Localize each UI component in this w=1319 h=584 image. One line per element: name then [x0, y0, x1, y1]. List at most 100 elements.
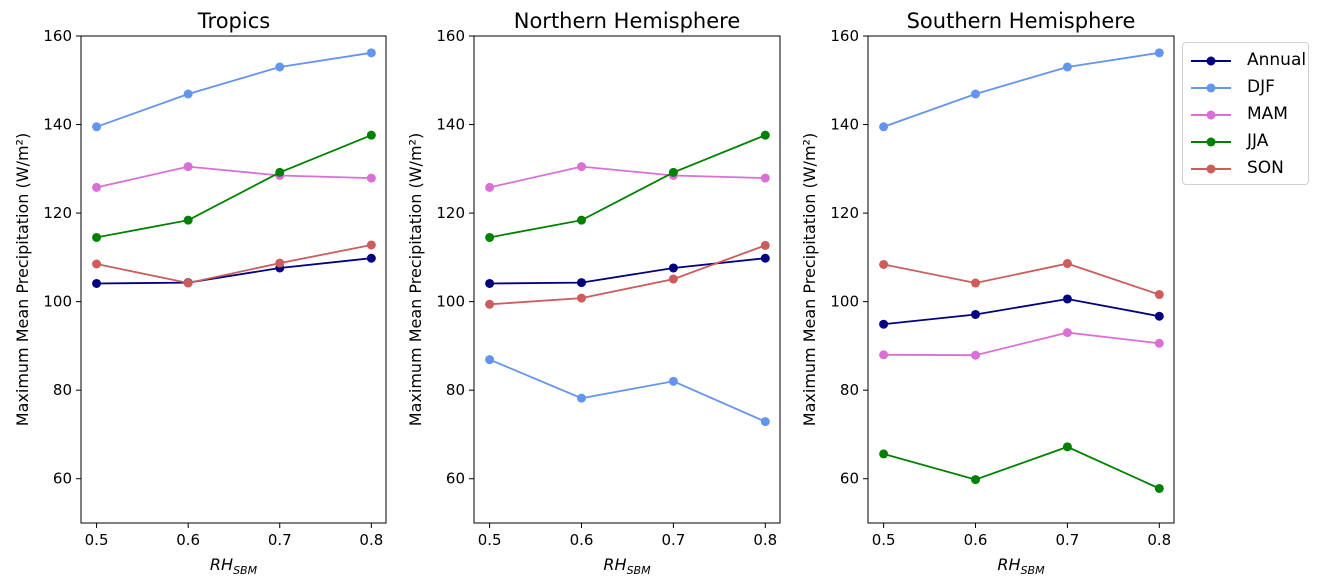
x-tick-label: 0.5	[85, 531, 109, 549]
data-point	[485, 355, 495, 365]
x-axis-label: RHSBM	[997, 555, 1045, 577]
y-tick-label: 140	[436, 116, 465, 134]
axes-frame	[867, 35, 1175, 524]
y-tick-label: 160	[830, 27, 859, 45]
plot-area: 60 80 100 120 140 160 0.5 0.6 0.7 0.8 RHSBM Maximum…	[800, 27, 1175, 577]
legend-label: SON	[1247, 158, 1284, 178]
x-tick-label: 0.5	[872, 531, 896, 549]
data-point	[1062, 328, 1072, 338]
data-point	[366, 240, 376, 250]
series-line	[96, 244, 372, 284]
panel-title: Southern Hemisphere	[907, 9, 1136, 33]
data-point	[668, 167, 678, 177]
series-son	[485, 240, 770, 309]
y-tick-label: 100	[43, 293, 72, 311]
data-point	[879, 122, 889, 132]
series-line	[489, 257, 766, 285]
series-jja	[92, 130, 376, 242]
data-point	[577, 278, 587, 288]
y-tick-label: 160	[43, 27, 72, 45]
x-tick-label: 0.6	[570, 531, 594, 549]
x-tick-label: 0.8	[753, 531, 777, 549]
data-point	[275, 258, 285, 268]
data-point	[1154, 48, 1164, 58]
axes-frame	[80, 35, 387, 524]
y-tick-label: 80	[840, 381, 859, 399]
series-mam	[879, 328, 1164, 360]
legend-label: JJA	[1247, 131, 1269, 151]
legend-marker	[1191, 164, 1231, 174]
data-point	[92, 278, 102, 288]
panel-southern-hemisphere: Southern Hemisphere 60 80 100 120 140 160 0.5 0…	[800, 9, 1175, 577]
data-point	[366, 173, 376, 183]
series-line	[883, 298, 1160, 326]
y-axis-label: Maximum Mean Precipitation (W/m²)	[800, 133, 819, 426]
series-son	[92, 240, 376, 288]
y-tick-label: 120	[830, 204, 859, 222]
data-point	[879, 259, 889, 269]
data-point	[879, 449, 889, 459]
x-tick-label: 0.7	[268, 531, 292, 549]
data-point	[577, 293, 587, 303]
series-line	[96, 134, 372, 239]
y-axis-label: Maximum Mean Precipitation (W/m²)	[406, 133, 425, 426]
data-point	[92, 122, 102, 132]
data-point	[971, 475, 981, 485]
data-point	[485, 232, 495, 242]
data-point	[275, 62, 285, 72]
data-point	[1062, 259, 1072, 269]
data-point	[1062, 294, 1072, 304]
panel-title: Northern Hemisphere	[514, 9, 741, 33]
data-point	[971, 309, 981, 319]
series-line	[883, 262, 1160, 296]
data-point	[760, 130, 770, 140]
panel-tropics: Tropics 60 80 100 120 140 160 0.5 0.6 0.7 0.8 RHSB…	[13, 9, 387, 577]
data-point	[92, 232, 102, 242]
x-tick-label: 0.6	[176, 531, 200, 549]
data-point	[668, 376, 678, 386]
series-djf	[879, 48, 1164, 132]
data-point	[668, 274, 678, 284]
data-point	[183, 162, 193, 172]
data-point	[92, 259, 102, 269]
data-point	[577, 162, 587, 172]
series-line	[883, 51, 1160, 128]
data-point	[668, 263, 678, 273]
series-line	[96, 51, 372, 128]
legend-marker	[1191, 110, 1231, 120]
x-tick-label: 0.8	[359, 531, 383, 549]
y-tick-label: 120	[436, 204, 465, 222]
x-tick-label: 0.5	[478, 531, 502, 549]
series-line	[489, 165, 766, 189]
panel-title: Tropics	[197, 9, 270, 33]
plot-area: 60 80 100 120 140 160 0.5 0.6 0.7 0.8 RHSBM Maximum…	[406, 27, 781, 577]
data-point	[971, 278, 981, 288]
y-tick-label: 160	[436, 27, 465, 45]
series-line	[489, 358, 766, 423]
series-line	[489, 244, 766, 306]
legend-item-annual: Annual	[1189, 49, 1307, 73]
data-point	[1154, 483, 1164, 493]
data-point	[92, 182, 102, 192]
data-point	[366, 48, 376, 58]
legend-item-djf: DJF	[1189, 76, 1307, 100]
series-line	[489, 134, 766, 239]
data-point	[183, 215, 193, 225]
data-point	[485, 278, 495, 288]
x-axis-label: RHSBM	[603, 555, 651, 577]
x-tick-label: 0.7	[661, 531, 685, 549]
series-son	[879, 259, 1164, 300]
legend-marker	[1191, 137, 1231, 147]
data-point	[760, 173, 770, 183]
y-tick-label: 80	[446, 381, 465, 399]
series-line	[96, 257, 372, 285]
series-annual	[92, 253, 376, 288]
legend-label: Annual	[1247, 50, 1307, 70]
data-point	[971, 350, 981, 360]
y-tick-label: 120	[43, 204, 72, 222]
data-point	[577, 215, 587, 225]
data-point	[760, 417, 770, 427]
data-point	[1154, 338, 1164, 348]
data-point	[1154, 290, 1164, 300]
series-djf	[485, 355, 770, 427]
